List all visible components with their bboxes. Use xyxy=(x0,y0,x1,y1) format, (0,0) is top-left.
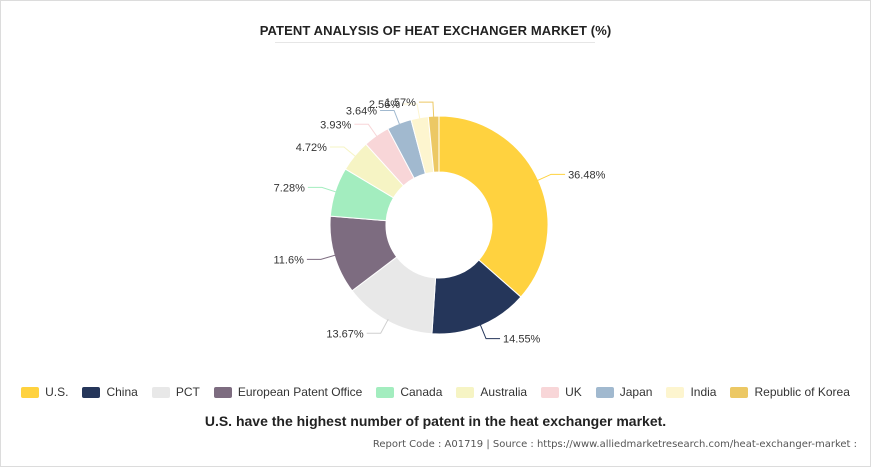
slice-u-s[interactable] xyxy=(438,115,549,298)
legend-swatch xyxy=(730,386,749,398)
data-label-uk: 3.93% xyxy=(320,119,351,131)
legend-label: UK xyxy=(565,385,582,399)
data-label-canada: 7.28% xyxy=(274,182,305,194)
legend-swatch xyxy=(21,386,40,398)
leader-line-u-s xyxy=(536,173,566,182)
data-label-japan: 3.64% xyxy=(346,105,377,117)
donut-chart: 36.48% 14.55% 13.67% 11.6% 7.28% 4.72% 3.93% 3.… xyxy=(274,97,606,346)
leader-line-european-patent-office xyxy=(306,254,337,260)
chart-legend: U.S. China PCT European Patent Office Canada… xyxy=(0,385,871,399)
data-label-republic-of-korea: 1.57% xyxy=(385,97,416,109)
chart-title: PATENT ANALYSIS OF HEAT EXCHANGER MARKET… xyxy=(259,23,612,38)
leader-line-canada xyxy=(307,186,338,193)
data-label-india: 2.56% xyxy=(369,99,400,111)
title-divider xyxy=(275,42,595,43)
data-label-pct: 13.67% xyxy=(326,328,364,340)
legend-swatch xyxy=(151,386,170,398)
legend-item-china[interactable]: China xyxy=(82,385,138,399)
leader-line-republic-of-korea xyxy=(418,101,435,119)
data-label-australia: 4.72% xyxy=(296,142,327,154)
legend-swatch xyxy=(666,386,685,398)
legend-item-u-s[interactable]: U.S. xyxy=(21,385,68,399)
legend-item-pct[interactable]: PCT xyxy=(151,385,200,399)
legend-label: China xyxy=(106,385,138,399)
legend-item-japan[interactable]: Japan xyxy=(595,385,653,399)
legend-item-republic-of-korea[interactable]: Republic of Korea xyxy=(730,385,850,399)
leader-line-india xyxy=(403,103,421,120)
source-footer: Report Code : A01719 | Source : https://… xyxy=(372,439,857,450)
legend-label: Canada xyxy=(400,385,443,399)
data-label-u-s: 36.48% xyxy=(568,169,606,181)
data-label-china: 14.55% xyxy=(503,334,541,346)
legend-swatch xyxy=(456,386,475,398)
legend-swatch xyxy=(82,386,101,398)
legend-item-european-patent-office[interactable]: European Patent Office xyxy=(213,385,363,399)
legend-label: U.S. xyxy=(45,385,69,399)
slice-republic-of-korea[interactable] xyxy=(427,115,440,173)
legend-item-canada[interactable]: Canada xyxy=(376,385,442,399)
legend-label: Republic of Korea xyxy=(754,385,850,399)
legend-label: European Patent Office xyxy=(237,385,363,399)
legend-label: Japan xyxy=(619,385,653,399)
legend-item-uk[interactable]: UK xyxy=(541,385,582,399)
legend-item-india[interactable]: India xyxy=(666,385,716,399)
chart-caption: U.S. have the highest number of patent i… xyxy=(204,413,667,429)
leader-line-china xyxy=(479,323,501,340)
leader-line-pct xyxy=(366,318,389,334)
legend-label: Australia xyxy=(480,385,528,399)
legend-swatch xyxy=(376,386,395,398)
legend-swatch xyxy=(213,386,232,398)
leader-line-australia xyxy=(329,146,357,158)
legend-item-australia[interactable]: Australia xyxy=(456,385,527,399)
legend-label: India xyxy=(690,385,717,399)
leader-line-uk xyxy=(354,123,378,138)
leader-line-japan xyxy=(380,109,401,126)
legend-swatch xyxy=(541,386,560,398)
data-label-european-patent-office: 11.6% xyxy=(274,254,305,266)
legend-swatch xyxy=(595,386,614,398)
legend-label: PCT xyxy=(175,385,200,399)
